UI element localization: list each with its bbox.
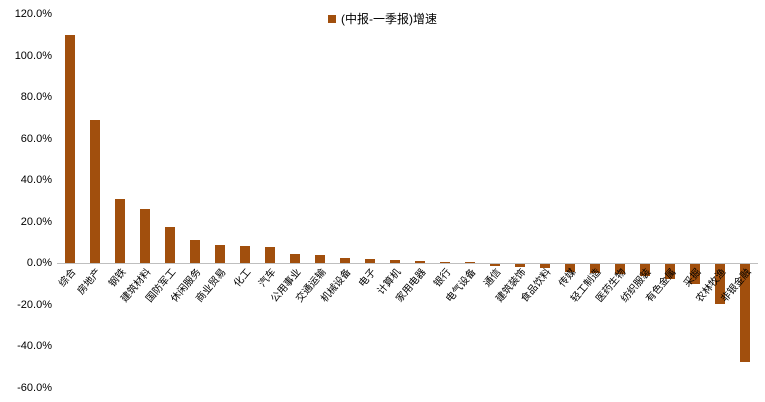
bar [339,258,350,264]
bar [490,264,501,267]
bar [314,255,325,264]
bar [239,245,250,264]
legend-label: (中报-一季报)增速 [341,12,437,26]
y-axis-tick-label: 80.0% [20,91,52,104]
bar [615,264,626,274]
bar [515,264,526,268]
y-axis-tick-label: 60.0% [20,132,52,145]
bar [189,240,200,264]
bar [364,259,375,264]
bar [289,253,300,264]
y-axis-tick-label: -40.0% [17,340,52,353]
bar [264,246,275,264]
y-axis-tick-label: 100.0% [14,49,52,62]
legend-swatch [328,14,336,23]
x-axis-zero-line [57,263,758,265]
bar [139,209,150,264]
bar [389,260,400,264]
bar [89,119,100,264]
bar [715,264,726,304]
y-axis-tick-label: 0.0% [26,257,52,270]
bar [565,264,576,272]
bar [415,261,426,264]
y-axis-tick-label: 120.0% [14,8,52,20]
bar [114,198,125,264]
bar [540,264,551,269]
bar [640,264,651,276]
y-axis-tick-label: 20.0% [20,215,52,228]
bar [690,264,701,285]
y-axis-tick-label: 40.0% [20,174,52,187]
y-axis-tick-label: -20.0% [17,298,52,311]
bar [214,244,225,264]
bar [440,261,451,264]
bar [64,34,75,264]
bar [590,264,601,273]
y-axis-tick-label: -60.0% [17,382,52,394]
bar [740,264,751,362]
legend: (中报-一季报)增速 [0,10,765,27]
bar [164,226,175,264]
bar [665,264,676,279]
bar [465,262,476,264]
